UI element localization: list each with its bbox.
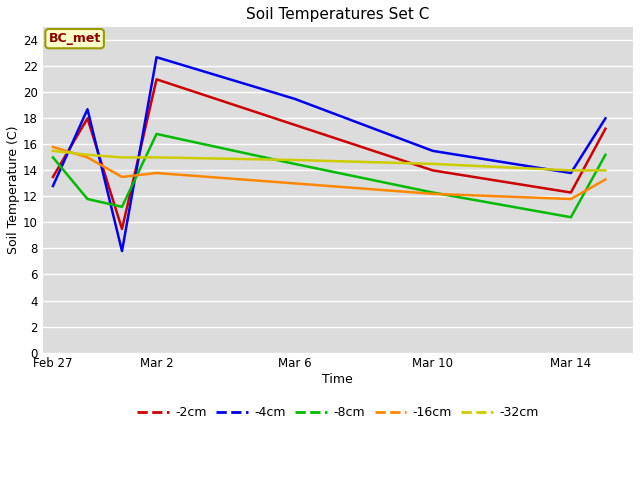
-16cm	[291, 180, 298, 186]
-4cm	[153, 54, 161, 60]
-2cm	[84, 116, 92, 121]
-32cm	[118, 155, 126, 160]
-4cm	[602, 116, 609, 121]
-8cm	[567, 215, 575, 220]
Line: -16cm: -16cm	[53, 147, 605, 199]
-32cm	[49, 148, 57, 154]
Line: -4cm: -4cm	[53, 57, 605, 251]
-8cm	[153, 131, 161, 137]
-4cm	[118, 248, 126, 254]
-2cm	[118, 226, 126, 232]
-2cm	[602, 126, 609, 132]
-4cm	[84, 107, 92, 112]
Line: -32cm: -32cm	[53, 151, 605, 170]
-32cm	[153, 155, 161, 160]
-8cm	[118, 204, 126, 210]
-2cm	[567, 190, 575, 195]
-16cm	[567, 196, 575, 202]
-2cm	[291, 122, 298, 128]
-32cm	[429, 161, 436, 167]
-16cm	[429, 191, 436, 197]
X-axis label: Time: Time	[323, 373, 353, 386]
-4cm	[291, 96, 298, 102]
-8cm	[602, 152, 609, 157]
Legend: -2cm, -4cm, -8cm, -16cm, -32cm: -2cm, -4cm, -8cm, -16cm, -32cm	[132, 401, 543, 424]
-8cm	[84, 196, 92, 202]
-32cm	[602, 168, 609, 173]
-16cm	[602, 177, 609, 182]
-16cm	[84, 155, 92, 160]
-8cm	[291, 161, 298, 167]
Y-axis label: Soil Temperature (C): Soil Temperature (C)	[7, 126, 20, 254]
-16cm	[153, 170, 161, 176]
-16cm	[118, 174, 126, 180]
-8cm	[429, 190, 436, 195]
Line: -8cm: -8cm	[53, 134, 605, 217]
-2cm	[429, 168, 436, 173]
-2cm	[49, 174, 57, 180]
Title: Soil Temperatures Set C: Soil Temperatures Set C	[246, 7, 429, 22]
-2cm	[153, 76, 161, 82]
-32cm	[567, 168, 575, 173]
Text: BC_met: BC_met	[49, 32, 100, 45]
-32cm	[84, 152, 92, 157]
-32cm	[291, 157, 298, 163]
Line: -2cm: -2cm	[53, 79, 605, 229]
-8cm	[49, 155, 57, 160]
-4cm	[429, 148, 436, 154]
-4cm	[567, 170, 575, 176]
-4cm	[49, 183, 57, 189]
-16cm	[49, 144, 57, 150]
